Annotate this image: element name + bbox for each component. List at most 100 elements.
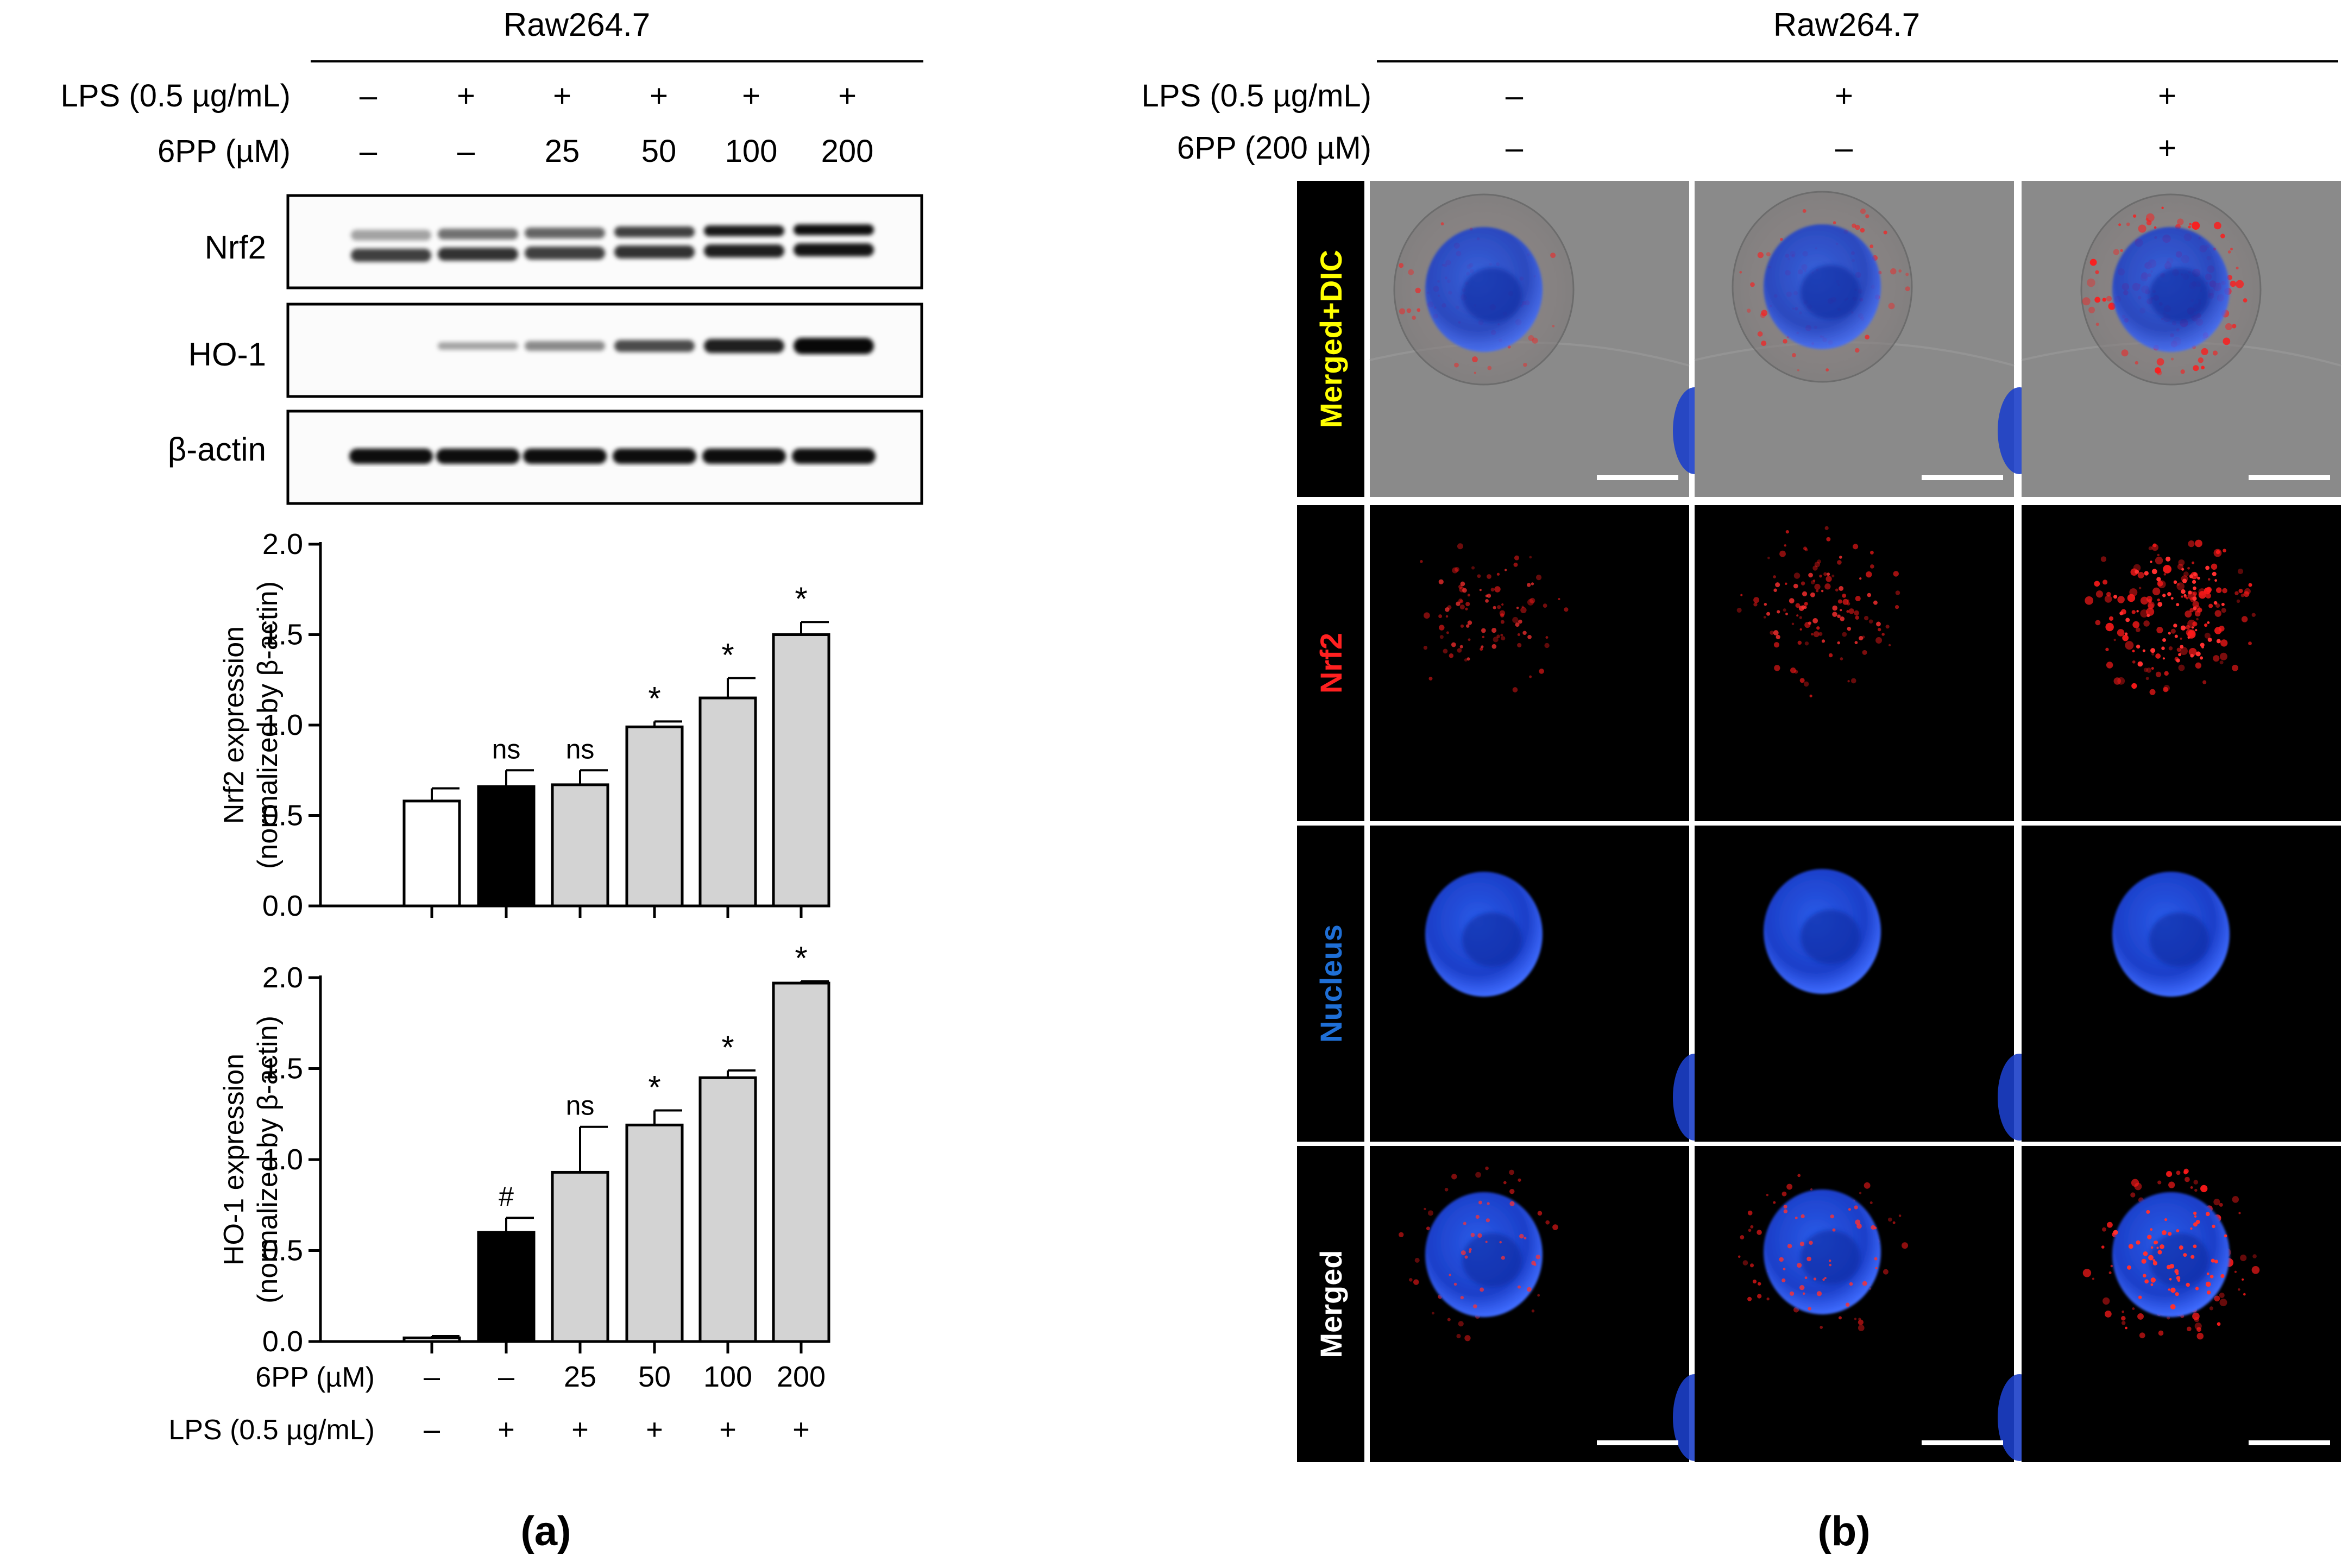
nrf2-dot: [1873, 600, 1878, 605]
nrf2-dot: [2150, 1277, 2156, 1283]
nrf2-dot: [2119, 611, 2124, 615]
nrf2-dot: [1905, 273, 1909, 276]
nrf2-dot: [2126, 222, 2130, 226]
nrf2-dot: [1424, 1207, 1426, 1211]
panel-b-cell-line: Raw264.7: [1773, 7, 1920, 43]
nrf2-dot: [1883, 1269, 1889, 1275]
nrf2-dot: [2082, 1269, 2092, 1277]
nrf2-dot: [2132, 621, 2140, 628]
micrograph-panel: [1694, 181, 2041, 497]
nrf2-dot: [1481, 645, 1484, 648]
nrf2-dot: [1408, 1278, 1413, 1282]
row-label: Nucleus: [1314, 924, 1348, 1043]
nrf2-dot: [2137, 661, 2143, 667]
nrf2-dot: [1482, 635, 1485, 639]
nrf2-dot: [2122, 1310, 2125, 1313]
nrf2-dot: [2126, 1265, 2132, 1270]
nrf2-dot: [1804, 641, 1809, 646]
nrf2-dot: [1515, 622, 1520, 627]
nrf2-dot: [1517, 1285, 1521, 1289]
b-pp-sign: –: [1506, 130, 1524, 166]
micrograph-panel: [1370, 1146, 1716, 1462]
blot-band: [613, 449, 696, 464]
nrf2-dot: [1763, 616, 1766, 619]
micrograph-panel: [1369, 181, 1716, 497]
nrf2-dot: [2195, 1287, 2199, 1290]
nrf2-dot: [2142, 649, 2145, 652]
nrf2-dot: [1786, 1183, 1793, 1190]
significance-label: #: [499, 1181, 514, 1212]
nrf2-dot: [2132, 660, 2136, 664]
nrf2-dot: [2219, 652, 2227, 660]
nrf2-dot: [2136, 644, 2141, 649]
nrf2-dot: [1825, 368, 1829, 372]
nrf2-dot: [1529, 556, 1532, 559]
nrf2-dot: [1797, 369, 1799, 371]
nrf2-dot: [1459, 604, 1465, 610]
bottom-pp-value: 100: [703, 1361, 752, 1393]
nrf2-dot: [1827, 572, 1830, 576]
nrf2-dot: [1868, 619, 1873, 624]
nrf2-dot: [1413, 1279, 1419, 1285]
nrf2-dot: [2201, 348, 2208, 355]
nrf2-dot: [1840, 609, 1842, 612]
nrf2-dot: [2183, 1253, 2187, 1257]
nrf2-dot: [1496, 572, 1500, 576]
nrf2-dot: [1802, 209, 1806, 213]
nrf2-dot: [1465, 624, 1470, 628]
bar: [772, 981, 830, 1343]
pp-value: –: [457, 134, 475, 169]
nrf2-dot: [2207, 578, 2211, 581]
nrf2-dot: [2174, 634, 2178, 638]
scale-bar: [1597, 1440, 1678, 1445]
nrf2-dot: [1408, 269, 1414, 275]
nrf2-dot: [1823, 572, 1827, 576]
nrf2-dot: [1775, 582, 1780, 588]
nrf2-dot: [2168, 1232, 2172, 1236]
nrf2-dot: [1496, 634, 1500, 639]
nrf2-dot: [2232, 324, 2237, 329]
b-lps-sign: –: [1506, 78, 1524, 114]
nrf2-dot: [2137, 571, 2144, 578]
nrf2-dot: [1758, 1282, 1761, 1286]
nrf2-dot: [1531, 1309, 1535, 1313]
y-tick-label: 1.5: [262, 619, 303, 651]
panel-a-lps-signs: – + + + + +: [360, 78, 857, 114]
bottom-pp-value: –: [424, 1361, 440, 1393]
nrf2-dot: [2105, 1311, 2112, 1318]
nrf2-dot: [2186, 1282, 2190, 1287]
blot-band: [349, 449, 433, 464]
nrf2-dot: [2195, 1219, 2200, 1224]
nrf2-dot: [2193, 365, 2199, 371]
nrf2-dot: [2143, 1251, 2148, 1256]
nrf2-dot: [2197, 607, 2202, 613]
nrf2-dot: [1516, 606, 1519, 609]
nrf2-dot: [2204, 632, 2211, 639]
nrf2-dot: [1789, 598, 1795, 604]
nrf2-dot: [1529, 675, 1532, 678]
nrf2-dot: [2234, 591, 2239, 596]
nrf2-dot: [1532, 337, 1538, 344]
nrf2-dot: [2208, 603, 2213, 608]
nrf2-dot: [2167, 591, 2171, 596]
nrf2-dot: [1820, 1326, 1823, 1329]
nrf2-dot: [1802, 591, 1808, 596]
micrograph-background: [2022, 505, 2341, 821]
nrf2-dot: [1736, 608, 1742, 613]
nrf2-dot: [2205, 1212, 2210, 1217]
nrf2-dot: [2207, 621, 2210, 624]
nrf2-dot: [2155, 671, 2162, 677]
nrf2-dot: [1839, 586, 1844, 591]
nrf2-dot: [1503, 1181, 1507, 1185]
nrf2-dot: [2150, 1283, 2154, 1286]
nrf2-dot: [1456, 1334, 1461, 1339]
panel-b-pp-signs: – – +: [1506, 130, 2176, 166]
nrf2-dot: [2157, 1180, 2162, 1185]
nrf2-dot: [1864, 1182, 1871, 1189]
nrf2-dot: [1826, 537, 1831, 541]
nrf2-dot: [2189, 608, 2194, 613]
nrf2-dot: [1785, 530, 1789, 534]
nrf2-dot: [2241, 616, 2248, 622]
nrf2-dot: [1451, 1174, 1457, 1180]
nrf2-dot: [1753, 602, 1758, 607]
